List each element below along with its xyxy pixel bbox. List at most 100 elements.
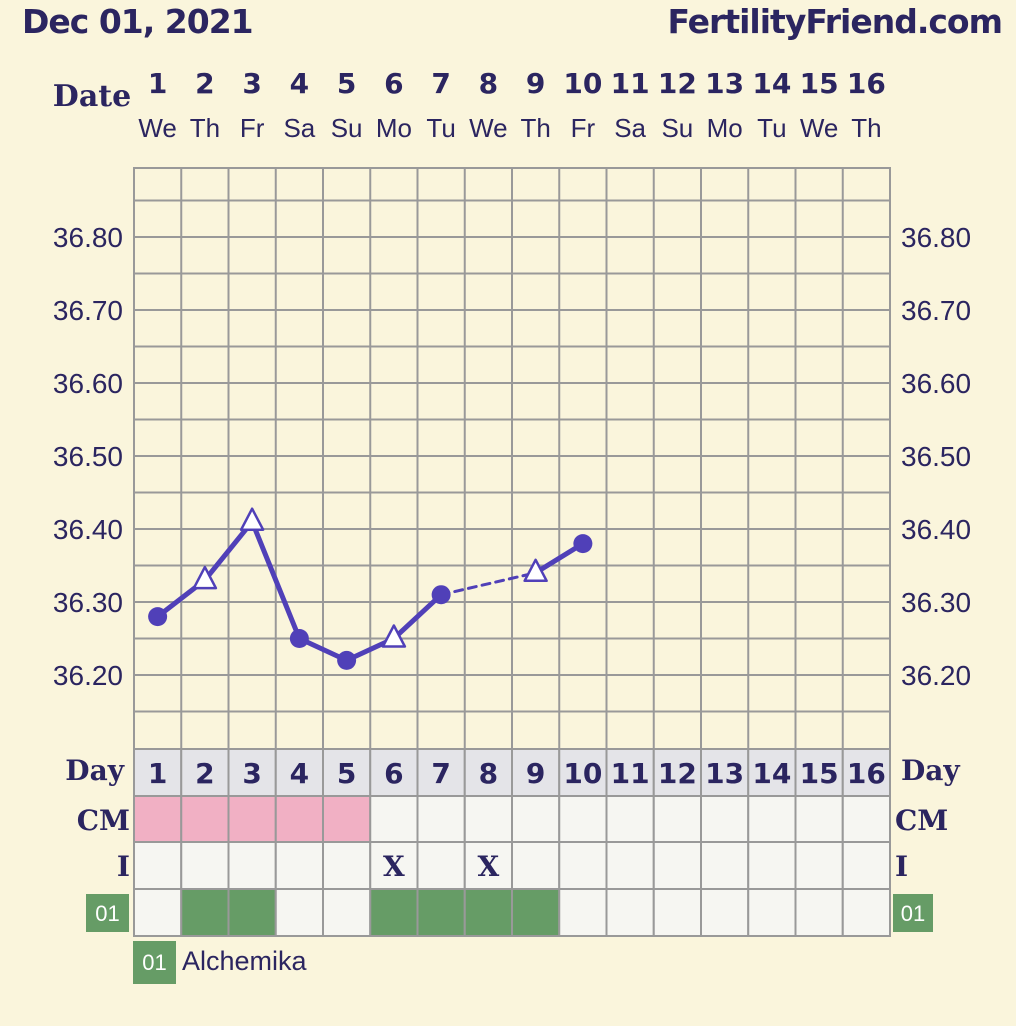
day-number: 5 bbox=[337, 757, 356, 790]
day-number: 2 bbox=[195, 757, 214, 790]
legend-name: Alchemika bbox=[182, 946, 308, 976]
temperature-point-circle bbox=[289, 629, 309, 648]
y-tick-label-right: 36.40 bbox=[901, 514, 971, 545]
y-tick-label-left: 36.70 bbox=[53, 295, 123, 326]
day-number: 6 bbox=[384, 757, 403, 790]
custom-row-cell bbox=[274, 888, 324, 937]
day-number: 13 bbox=[705, 757, 744, 790]
cm-cell bbox=[841, 795, 891, 843]
cm-cell bbox=[794, 795, 844, 843]
day-number: 3 bbox=[242, 757, 261, 790]
temperature-point-triangle bbox=[239, 507, 265, 531]
intercourse-cell bbox=[652, 841, 702, 890]
date-header-day: 3 bbox=[242, 67, 261, 100]
weekday-label: Su bbox=[331, 113, 363, 143]
weekday-label: Th bbox=[190, 113, 220, 143]
custom-row-cell bbox=[133, 888, 183, 937]
cm-cell bbox=[558, 795, 608, 843]
cm-row-label-right: CM bbox=[895, 804, 948, 837]
i-row-label-right: I bbox=[895, 850, 908, 883]
temperature-line-segment bbox=[391, 592, 444, 641]
date-axis-label: Date bbox=[53, 79, 131, 114]
day-number: 7 bbox=[431, 757, 450, 790]
weekday-label: Fr bbox=[571, 113, 596, 143]
intercourse-cell bbox=[369, 841, 419, 890]
temperature-point-circle bbox=[431, 585, 451, 605]
weekday-label: We bbox=[800, 113, 839, 143]
weekday-label: Th bbox=[851, 113, 881, 143]
day-number: 9 bbox=[526, 757, 545, 790]
date-header-day: 2 bbox=[195, 67, 214, 100]
temperature-line-dashed bbox=[439, 571, 538, 597]
weekday-label: Mo bbox=[707, 113, 743, 143]
day-row-label-right: Day bbox=[901, 754, 960, 787]
temperature-point-circle bbox=[573, 534, 593, 554]
cm-cell bbox=[605, 795, 655, 843]
date-header-day: 7 bbox=[431, 67, 450, 100]
custom-row-cell bbox=[180, 888, 230, 937]
custom-row-cell bbox=[747, 888, 797, 937]
day-cell bbox=[605, 748, 655, 797]
custom-row-cell bbox=[652, 888, 702, 937]
intercourse-mark: X bbox=[383, 850, 405, 883]
date-header-day: 10 bbox=[563, 67, 602, 100]
weekday-label: Su bbox=[661, 113, 693, 143]
temperature-point-triangle bbox=[192, 565, 218, 590]
y-tick-label-left: 36.60 bbox=[53, 368, 123, 399]
weekday-label: Tu bbox=[757, 113, 786, 143]
y-tick-label-right: 36.60 bbox=[901, 368, 971, 399]
day-cell bbox=[463, 748, 513, 797]
intercourse-cell bbox=[841, 841, 891, 890]
custom-row-cell bbox=[369, 888, 419, 937]
weekday-label: Th bbox=[520, 113, 550, 143]
temperature-point-triangle bbox=[523, 558, 548, 583]
weekday-label: Fr bbox=[240, 113, 265, 143]
intercourse-cell bbox=[558, 841, 608, 890]
custom-row-cell bbox=[841, 888, 891, 937]
custom-row-cell bbox=[605, 888, 655, 937]
day-number: 16 bbox=[847, 757, 886, 790]
cm-row-label-left: CM bbox=[77, 804, 130, 837]
y-tick-label-left: 36.50 bbox=[53, 441, 123, 472]
intercourse-cell bbox=[133, 841, 183, 890]
cm-cell bbox=[463, 795, 513, 843]
day-number: 4 bbox=[290, 757, 309, 790]
y-tick-label-right: 36.80 bbox=[901, 222, 971, 253]
cm-cell bbox=[369, 795, 419, 843]
custom-row-cell bbox=[700, 888, 750, 937]
intercourse-cell bbox=[511, 841, 561, 890]
y-tick-label-left: 36.40 bbox=[53, 514, 123, 545]
custom-row-badge-right bbox=[893, 894, 933, 932]
day-number: 14 bbox=[752, 757, 791, 790]
temperature-line-segment bbox=[249, 519, 302, 641]
date-header-day: 14 bbox=[752, 67, 791, 100]
custom-row-code-left: 01 bbox=[95, 901, 119, 926]
cm-cell bbox=[747, 795, 797, 843]
weekday-label: We bbox=[138, 113, 177, 143]
y-tick-label-right: 36.20 bbox=[901, 660, 971, 691]
intercourse-cell bbox=[416, 841, 466, 890]
intercourse-cell bbox=[794, 841, 844, 890]
date-header-day: 9 bbox=[526, 67, 545, 100]
weekday-label: Mo bbox=[376, 113, 412, 143]
day-number: 11 bbox=[611, 757, 650, 790]
cm-cell bbox=[322, 795, 372, 843]
site-name: FertilityFriend.com bbox=[667, 2, 1003, 41]
y-tick-label-left: 36.30 bbox=[53, 587, 123, 618]
intercourse-cell bbox=[747, 841, 797, 890]
chart-date: Dec 01, 2021 bbox=[22, 2, 254, 41]
temperature-point-triangle bbox=[381, 624, 407, 648]
custom-row-cell bbox=[416, 888, 466, 937]
cm-cell bbox=[416, 795, 466, 843]
cm-cell bbox=[511, 795, 561, 843]
temperature-point-circle bbox=[148, 607, 168, 627]
custom-row-cell bbox=[227, 888, 277, 937]
y-tick-label-right: 36.30 bbox=[901, 587, 971, 618]
weekday-label: Sa bbox=[283, 113, 315, 143]
day-cell bbox=[274, 748, 324, 797]
cm-cell bbox=[133, 795, 183, 843]
weekday-label: Tu bbox=[426, 113, 455, 143]
legend-code: 01 bbox=[142, 950, 166, 975]
intercourse-cell bbox=[227, 841, 277, 890]
custom-row-cell bbox=[322, 888, 372, 937]
